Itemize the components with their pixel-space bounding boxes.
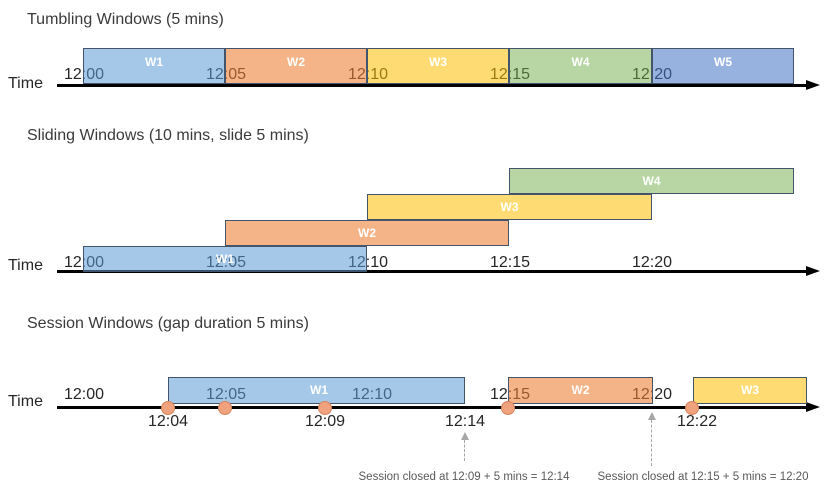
timeline-axis [57,406,808,409]
window-box: W1 [168,377,465,404]
window-box: W5 [652,48,794,84]
dashed-arrow-stem [464,440,466,461]
session-closed-note: Session closed at 12:15 + 5 mins = 12:20 [597,471,809,483]
event-dot [218,400,232,415]
axis-arrowhead-icon [806,266,820,276]
timeline-axis [57,84,808,87]
window-box: W4 [509,168,794,194]
dashed-arrow-stem [651,420,653,466]
window-box: W2 [225,48,367,84]
window-label: W1 [145,55,163,69]
session-closed-note: Session closed at 12:09 + 5 mins = 12:14 [358,471,570,483]
window-box: W3 [693,377,807,404]
window-label: W2 [358,226,376,240]
timeline-axis [57,270,808,273]
section-title: Session Windows (gap duration 5 mins) [27,315,309,332]
window-label: W3 [429,55,447,69]
window-box: W2 [508,377,653,404]
time-axis-label: Time [8,393,43,410]
event-time-label: 12:09 [304,413,346,430]
time-axis-label: Time [8,75,43,92]
dashed-up-arrow-icon [460,432,469,440]
tick-label: 12:00 [63,386,105,403]
window-label: W3 [741,382,759,397]
section-title: Sliding Windows (10 mins, slide 5 mins) [27,127,309,144]
window-box: W3 [367,194,652,220]
event-dot [685,400,699,415]
window-label: W3 [500,200,519,214]
window-box: W3 [367,48,509,84]
dashed-up-arrow-icon [647,412,656,420]
window-box: W4 [509,48,652,84]
window-box: W1 [83,48,225,84]
window-label: W2 [287,55,305,69]
window-label: W1 [216,252,234,266]
tick-label: 12:20 [631,254,673,271]
event-time-label: 12:04 [147,413,189,430]
window-label: W5 [714,55,732,69]
event-dot [318,400,332,415]
window-box: W1 [83,246,367,272]
axis-arrowhead-icon [806,402,820,412]
window-label: W4 [642,174,661,188]
event-dot [161,400,175,415]
event-time-label: 12:22 [676,413,718,430]
event-time-label: 12:14 [444,413,486,430]
axis-arrowhead-icon [806,80,820,90]
tick-label: 12:15 [489,254,531,271]
time-axis-label: Time [8,257,43,274]
window-label: W1 [310,382,328,397]
event-dot [501,400,515,415]
window-label: W4 [571,55,590,69]
section-title: Tumbling Windows (5 mins) [27,11,224,28]
window-label: W2 [571,382,590,397]
window-box: W2 [225,220,509,246]
